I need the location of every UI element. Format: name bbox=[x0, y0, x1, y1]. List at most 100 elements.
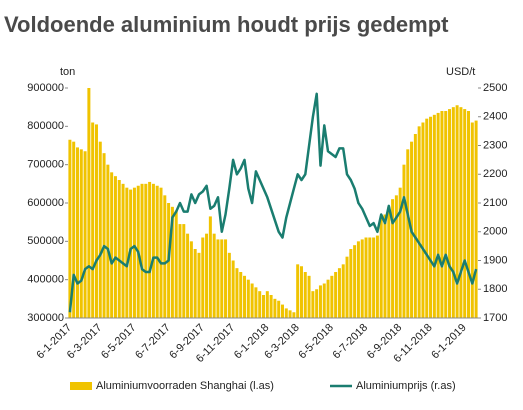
bar bbox=[265, 291, 269, 318]
bar bbox=[459, 107, 463, 319]
bar bbox=[284, 308, 288, 318]
bar bbox=[155, 185, 159, 318]
bar bbox=[193, 249, 197, 318]
bar bbox=[79, 149, 83, 318]
bar bbox=[246, 279, 250, 318]
bar bbox=[429, 116, 433, 318]
bar bbox=[375, 235, 379, 318]
bar bbox=[299, 266, 303, 318]
bar bbox=[463, 109, 467, 318]
bar bbox=[296, 264, 300, 318]
bar bbox=[349, 249, 353, 318]
bar bbox=[148, 181, 152, 318]
bar bbox=[254, 287, 258, 318]
bar bbox=[470, 122, 474, 318]
bar bbox=[292, 312, 296, 318]
y-tick-label: 500000 bbox=[27, 235, 64, 247]
y2-axis-label: USD/t bbox=[446, 66, 475, 78]
bar bbox=[451, 107, 455, 319]
bar bbox=[372, 237, 376, 318]
bar bbox=[406, 149, 410, 318]
bar bbox=[250, 283, 254, 318]
bar bbox=[144, 183, 148, 318]
bar bbox=[72, 141, 76, 318]
y2-tick-label: 1700 bbox=[483, 312, 507, 324]
bar bbox=[440, 111, 444, 318]
x-tick-label: 6-5-2017 bbox=[99, 322, 139, 362]
legend-label: Aluminiumprijs (r.as) bbox=[356, 380, 456, 392]
bar bbox=[98, 141, 102, 318]
y2-tick-label: 2500 bbox=[483, 82, 507, 94]
bar bbox=[216, 239, 220, 318]
x-tick-label: 6-5-2018 bbox=[296, 322, 336, 362]
bar bbox=[467, 111, 471, 318]
bar bbox=[125, 187, 129, 318]
bar bbox=[163, 195, 167, 318]
bar bbox=[330, 275, 334, 318]
bar bbox=[117, 180, 121, 318]
legend-swatch bbox=[70, 382, 92, 390]
bar bbox=[87, 88, 91, 318]
bar bbox=[311, 291, 315, 318]
bar bbox=[182, 224, 186, 318]
bar bbox=[387, 206, 391, 318]
bar bbox=[106, 164, 110, 318]
bar bbox=[189, 241, 193, 318]
bar bbox=[178, 224, 182, 318]
bar bbox=[417, 126, 421, 318]
bar bbox=[383, 214, 387, 318]
bar bbox=[220, 239, 224, 318]
bar bbox=[303, 272, 307, 318]
bar bbox=[360, 239, 364, 318]
y-tick-label: 700000 bbox=[27, 159, 64, 171]
bar bbox=[132, 187, 136, 318]
bar bbox=[288, 310, 292, 318]
bar bbox=[341, 264, 345, 318]
bar bbox=[318, 285, 322, 318]
y2-tick-label: 1900 bbox=[483, 254, 507, 266]
y2-tick-label: 2400 bbox=[483, 111, 507, 123]
bar bbox=[353, 245, 357, 318]
y-axis-label: ton bbox=[60, 66, 75, 78]
bar bbox=[315, 289, 319, 318]
chart-title: Voldoende aluminium houdt prijs gedempt bbox=[4, 12, 449, 37]
bar bbox=[239, 272, 243, 318]
bar bbox=[345, 256, 349, 318]
bar bbox=[448, 109, 452, 318]
bar bbox=[334, 272, 338, 318]
bar bbox=[224, 239, 228, 318]
bar bbox=[110, 172, 114, 318]
bar bbox=[212, 233, 216, 318]
y-tick-label: 400000 bbox=[27, 274, 64, 286]
bar bbox=[227, 252, 231, 318]
bar bbox=[197, 252, 201, 318]
bar bbox=[474, 120, 478, 318]
bar bbox=[398, 187, 402, 318]
bar bbox=[205, 233, 209, 318]
bar bbox=[170, 206, 174, 318]
x-tick-label: 6-7-2018 bbox=[331, 322, 371, 362]
bar bbox=[413, 134, 417, 318]
bar bbox=[208, 216, 212, 318]
bar bbox=[68, 139, 72, 318]
bar bbox=[277, 300, 281, 318]
bar bbox=[326, 279, 330, 318]
bar bbox=[113, 176, 117, 318]
y2-tick-label: 1800 bbox=[483, 283, 507, 295]
y2-tick-label: 2200 bbox=[483, 168, 507, 180]
y-tick-label: 600000 bbox=[27, 197, 64, 209]
bar bbox=[280, 304, 284, 318]
bar bbox=[421, 122, 425, 318]
bar bbox=[262, 295, 266, 318]
bar bbox=[337, 268, 341, 318]
bar bbox=[235, 268, 239, 318]
bar bbox=[91, 122, 95, 318]
bar bbox=[102, 153, 106, 318]
bar bbox=[402, 164, 406, 318]
bar bbox=[425, 118, 429, 319]
bar bbox=[258, 291, 262, 318]
x-tick-label: 6-1-2019 bbox=[429, 322, 469, 362]
y-tick-label: 900000 bbox=[27, 82, 64, 94]
bar bbox=[391, 199, 395, 318]
legend-label: Aluminiumvoorraden Shanghai (l.as) bbox=[96, 380, 274, 392]
